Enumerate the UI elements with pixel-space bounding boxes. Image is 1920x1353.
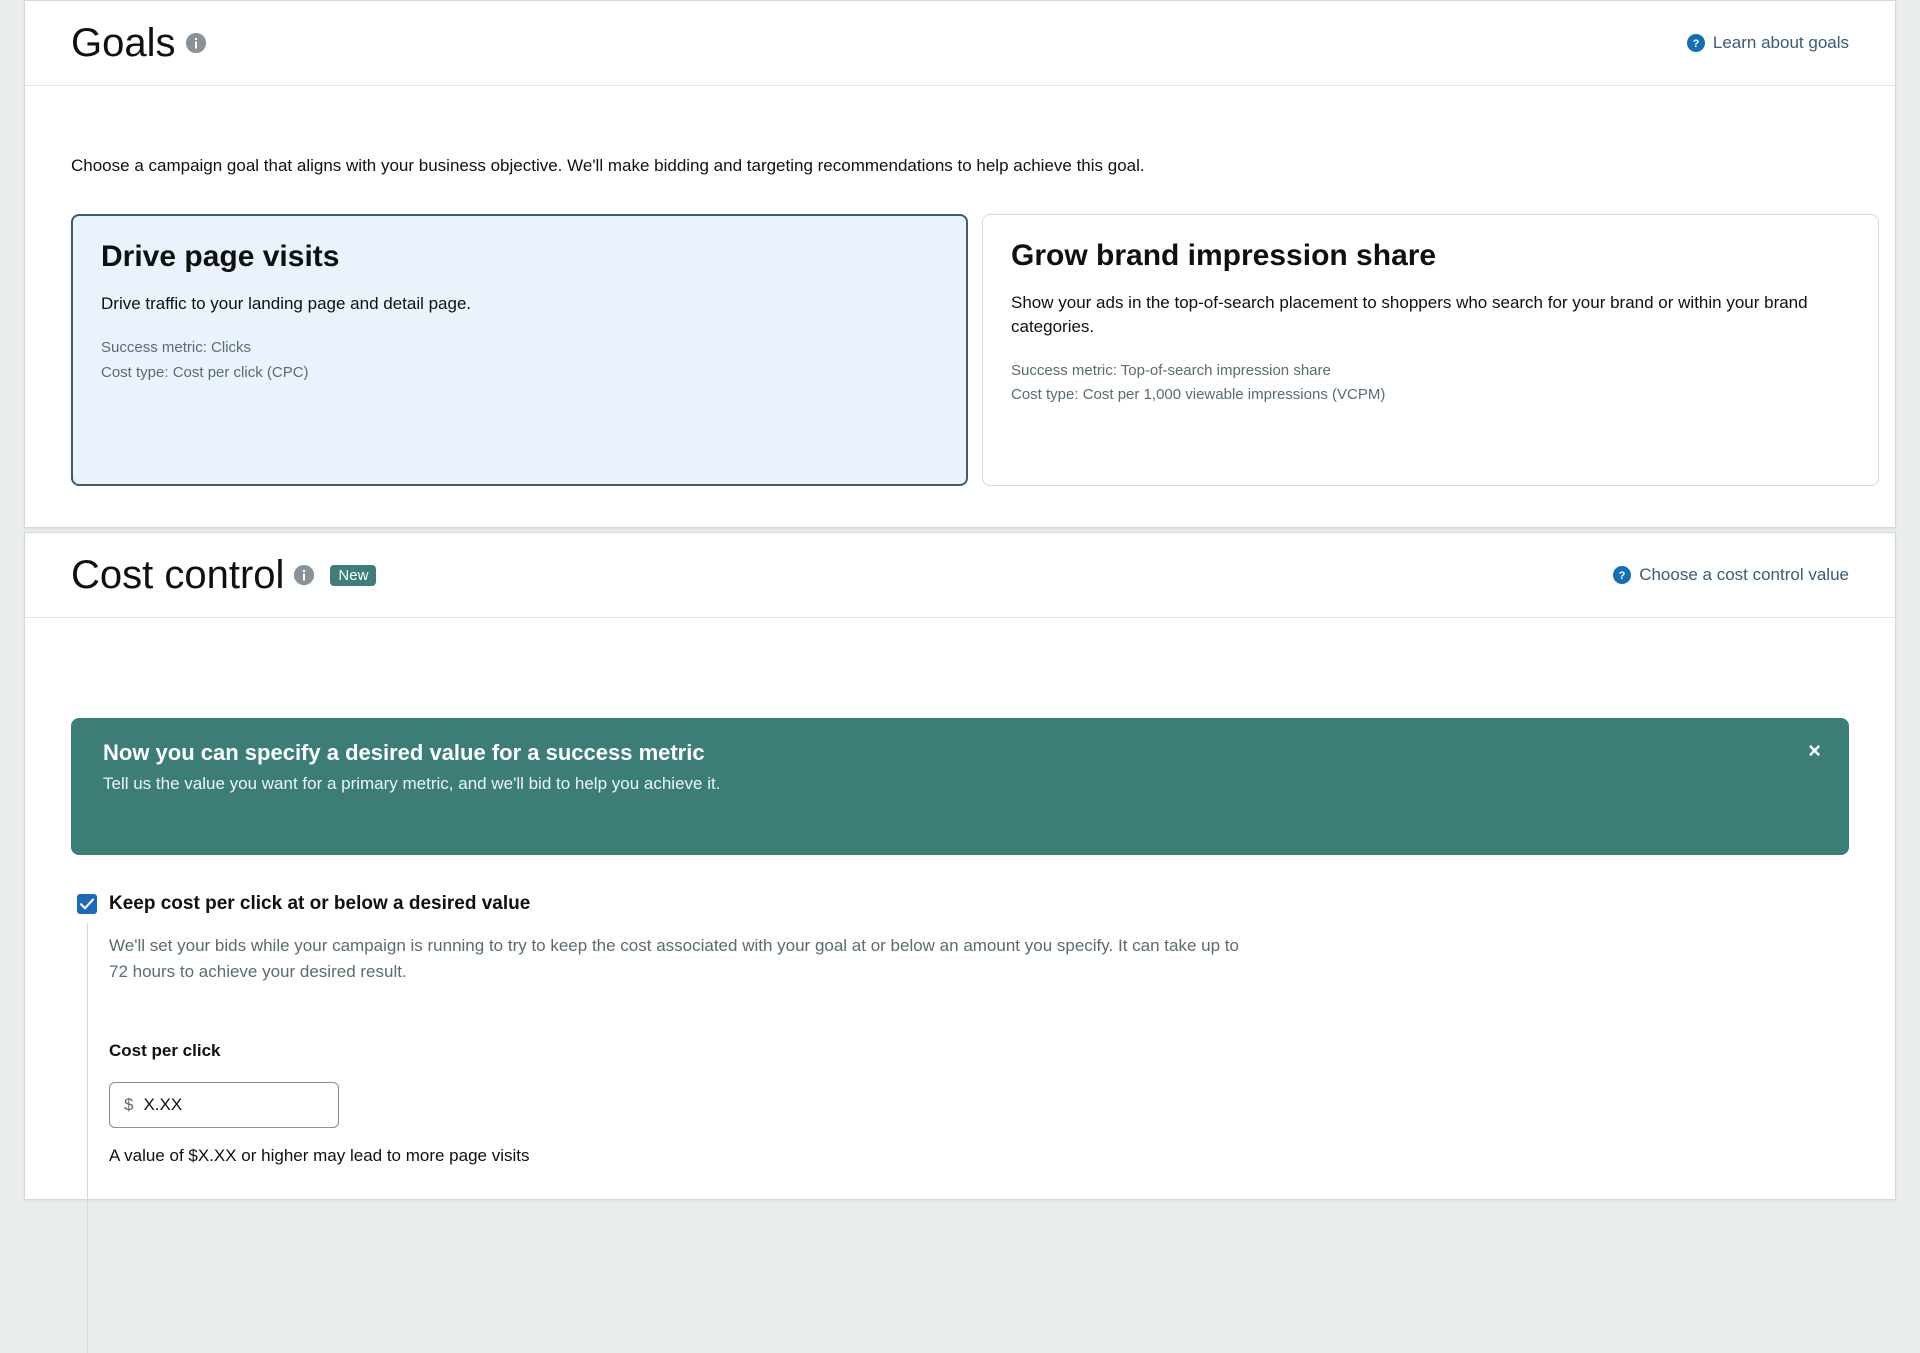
svg-text:?: ? — [1693, 38, 1700, 50]
svg-text:?: ? — [1619, 570, 1626, 582]
